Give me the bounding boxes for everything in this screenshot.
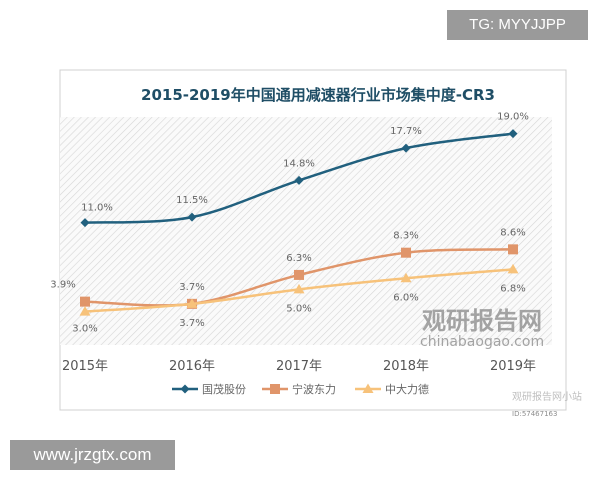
data-label: 6.3% — [286, 253, 311, 264]
watermark: 观研报告网 chinabaogao.com 观研报告网小站 ID:5746716… — [420, 307, 582, 418]
data-label: 6.0% — [393, 292, 418, 303]
watermark-corner: 观研报告网小站 — [512, 390, 582, 403]
watermark-corner-id: ID:57467163 — [512, 410, 557, 418]
bottom-banner: www.jrzgtx.com — [10, 440, 175, 470]
diamond-marker — [508, 129, 518, 139]
data-label: 19.0% — [497, 112, 529, 123]
diamond-marker — [294, 175, 304, 185]
legend-label: 宁波东力 — [292, 382, 336, 396]
x-tick-label: 2015年 — [62, 359, 108, 374]
data-label: 3.7% — [179, 318, 204, 329]
square-marker — [294, 269, 304, 280]
data-label: 3.9% — [50, 280, 75, 291]
triangle-marker — [186, 298, 198, 308]
triangle-marker — [79, 306, 91, 316]
data-label: 3.7% — [179, 282, 204, 293]
data-label: 17.7% — [390, 126, 422, 137]
watermark-en: chinabaogao.com — [420, 334, 544, 350]
data-label: 8.3% — [393, 231, 418, 242]
square-marker — [508, 244, 518, 255]
legend-item: 国茂股份 — [172, 382, 246, 396]
data-label: 6.8% — [500, 283, 525, 294]
x-tick-label: 2019年 — [490, 359, 536, 374]
triangle-marker — [400, 272, 412, 283]
diamond-marker — [187, 212, 197, 222]
series-1: 3.9% 3.7% 6.3% 8.3% 8.6% — [50, 227, 526, 309]
diamond-marker — [80, 218, 90, 228]
square-marker — [401, 247, 411, 258]
legend-label: 国茂股份 — [202, 382, 246, 396]
legend-label: 中大力德 — [385, 382, 429, 396]
x-tick-label: 2016年 — [169, 359, 215, 374]
triangle-marker — [293, 283, 305, 294]
square-marker — [270, 384, 280, 394]
data-label: 5.0% — [286, 303, 311, 314]
top-banner: TG: MYYJJPP — [447, 10, 588, 40]
series-2: 3.0% 3.7% 5.0% 6.0% 6.8% — [72, 263, 526, 335]
x-tick-label: 2017年 — [276, 359, 322, 374]
x-tick-label: 2018年 — [383, 359, 429, 374]
data-label: 11.5% — [176, 195, 208, 206]
legend-item: 中大力德 — [355, 382, 429, 396]
triangle-marker — [362, 383, 374, 393]
diamond-marker — [401, 143, 411, 153]
data-label: 14.8% — [283, 158, 315, 169]
watermark-cn: 观研报告网 — [422, 307, 542, 335]
triangle-marker — [507, 263, 519, 274]
square-marker — [80, 296, 90, 307]
series-0: 11.0% 11.5% 14.8% 17.7% 19.0% — [80, 112, 529, 228]
data-label: 8.6% — [500, 227, 525, 238]
diamond-marker — [180, 384, 190, 394]
legend-item: 宁波东力 — [262, 382, 336, 396]
chart-title: 2015-2019年中国通用减速器行业市场集中度-CR3 — [141, 86, 495, 104]
data-label: 11.0% — [81, 203, 113, 214]
data-label: 3.0% — [72, 324, 97, 335]
